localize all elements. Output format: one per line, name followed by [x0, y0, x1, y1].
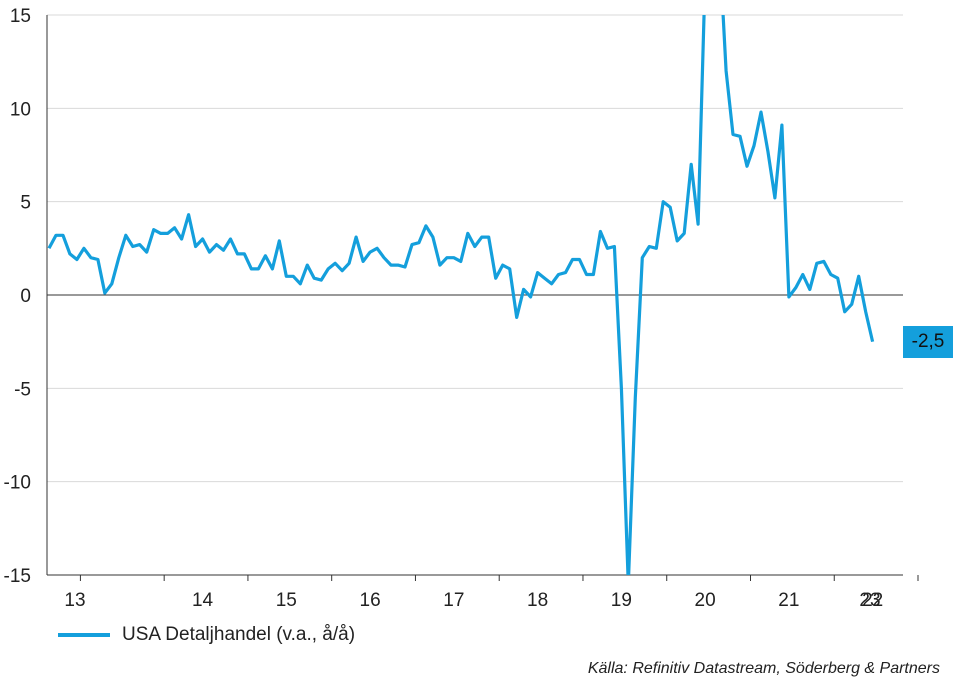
- x-tick-label: 19: [611, 590, 632, 611]
- legend: USA Detaljhandel (v.a., å/å): [58, 624, 355, 646]
- end-value-label: -2,5: [903, 326, 953, 358]
- y-tick-label: 10: [10, 99, 31, 120]
- x-tick-label: 20: [695, 590, 716, 611]
- y-tick-label: -5: [14, 379, 31, 400]
- x-tick-label: 18: [527, 590, 548, 611]
- x-tick-label: 17: [443, 590, 464, 611]
- y-axis: 15 10 5 0 -5 -10 -15: [4, 6, 48, 587]
- x-tick-label: 16: [360, 590, 381, 611]
- y-tick-label: -15: [4, 566, 31, 587]
- y-tick-label: 15: [10, 6, 31, 27]
- end-value-text: -2,5: [911, 331, 945, 352]
- y-tick-label: 0: [20, 286, 31, 307]
- x-tick-label: 22: [862, 590, 883, 611]
- y-tick-label: -10: [4, 473, 31, 494]
- x-tick-label: 21: [778, 590, 799, 611]
- x-tick-label: 14: [192, 590, 214, 611]
- source-note: Källa: Refinitiv Datastream, Söderberg &…: [587, 660, 940, 677]
- legend-swatch: [58, 633, 110, 637]
- x-tick-label: 23: [859, 590, 880, 611]
- plot-area: [47, 15, 875, 575]
- y-tick-label: 5: [20, 193, 31, 214]
- series-line-usa-detaljhandel: [47, 15, 875, 575]
- legend-label: USA Detaljhandel (v.a., å/å): [122, 624, 356, 645]
- x-tick-label: 13: [64, 590, 85, 611]
- x-tick-label: 15: [276, 590, 297, 611]
